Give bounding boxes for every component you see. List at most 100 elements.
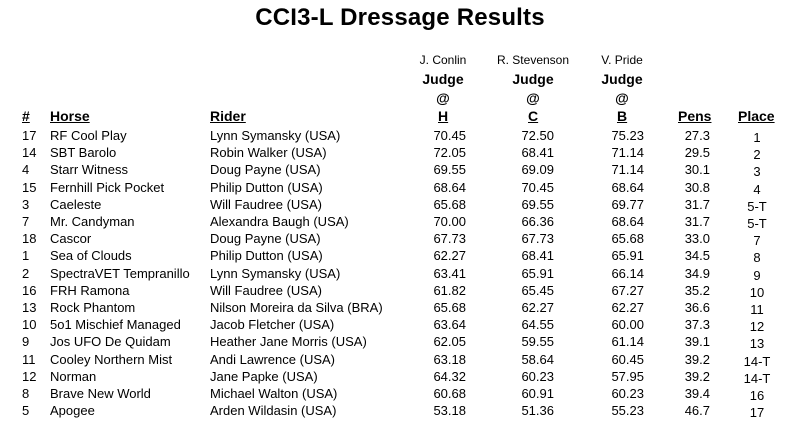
row-horse: Starr Witness xyxy=(50,162,129,178)
row-horse: Cascor xyxy=(50,231,92,247)
row-score-c: 51.36 xyxy=(521,403,554,419)
column-header-place: Place xyxy=(738,108,775,124)
row-score-c: 62.27 xyxy=(521,300,554,315)
row-horse: 5o1 Mischief Managed xyxy=(50,317,181,333)
table-row: 1 Sea of Clouds Philip Dutton (USA) 62.27 68… xyxy=(0,248,800,265)
row-score-b: 60.00 xyxy=(611,317,644,333)
row-place: 14-T xyxy=(743,370,771,386)
row-number: 12 xyxy=(22,368,37,384)
row-score-b: 69.77 xyxy=(611,196,644,212)
row-pens: 31.7 xyxy=(684,196,710,212)
column-header-horse: Horse xyxy=(50,108,90,124)
row-score-b: 65.91 xyxy=(611,248,644,264)
column-header-judge-b: B xyxy=(617,108,628,124)
row-rider: Andi Lawrence (USA) xyxy=(210,351,335,367)
row-horse: RF Cool Play xyxy=(50,128,127,143)
column-header-rider: Rider xyxy=(210,108,246,124)
row-horse: SpectraVET Tempranillo xyxy=(50,265,190,281)
row-score-h: 70.45 xyxy=(433,128,466,143)
row-rider: Alexandra Baugh (USA) xyxy=(210,214,349,229)
judge-label: Judge xyxy=(601,71,643,87)
row-horse: Apogee xyxy=(50,403,95,419)
row-place: 10 xyxy=(749,284,765,300)
table-row: 5 Apogee Arden Wildasin (USA) 53.18 51.36 55.… xyxy=(0,403,800,420)
row-score-b: 61.14 xyxy=(611,334,644,350)
row-place: 4 xyxy=(753,181,761,197)
row-pens: 39.1 xyxy=(684,334,710,350)
row-pens: 34.9 xyxy=(684,265,710,281)
row-rider: Jacob Fletcher (USA) xyxy=(210,317,335,333)
row-pens: 33.0 xyxy=(684,231,710,247)
row-score-h: 61.82 xyxy=(433,282,466,298)
table-row: 14 SBT Barolo Robin Walker (USA) 72.05 68.41… xyxy=(0,145,800,162)
row-pens: 37.3 xyxy=(684,317,710,333)
row-pens: 30.1 xyxy=(684,162,710,178)
table-row: 2 SpectraVET Tempranillo Lynn Symansky (US… xyxy=(0,266,800,283)
row-score-c: 65.45 xyxy=(521,282,554,298)
row-score-c: 69.55 xyxy=(521,196,554,212)
row-horse: Sea of Clouds xyxy=(50,248,132,264)
row-place: 3 xyxy=(753,164,761,180)
judge-at: @ xyxy=(526,90,540,106)
row-score-h: 62.05 xyxy=(433,334,466,350)
row-number: 10 xyxy=(22,317,37,333)
table-row: 11 Cooley Northern Mist Andi Lawrence (USA… xyxy=(0,352,800,369)
row-pens: 39.2 xyxy=(684,368,710,384)
row-horse: Rock Phantom xyxy=(50,300,136,315)
row-score-c: 66.36 xyxy=(521,214,554,229)
row-place: 8 xyxy=(753,250,761,266)
row-score-h: 63.18 xyxy=(433,351,466,367)
row-score-h: 70.00 xyxy=(433,214,466,229)
row-pens: 39.2 xyxy=(684,351,710,367)
row-place: 5-T xyxy=(747,198,767,214)
row-horse: SBT Barolo xyxy=(50,145,117,161)
row-score-h: 67.73 xyxy=(433,231,466,247)
row-number: 14 xyxy=(22,145,37,161)
row-rider: Jane Papke (USA) xyxy=(210,368,318,384)
table-row: 8 Brave New World Michael Walton (USA) 60.6… xyxy=(0,386,800,403)
row-score-c: 68.41 xyxy=(521,145,554,161)
table-row: 12 Norman Jane Papke (USA) 64.32 60.23 57.95 3… xyxy=(0,369,800,386)
row-place: 9 xyxy=(753,267,761,283)
row-rider: Philip Dutton (USA) xyxy=(210,248,323,264)
row-score-h: 53.18 xyxy=(433,403,466,419)
column-header-judge-h: H xyxy=(438,108,449,124)
row-horse: Cooley Northern Mist xyxy=(50,351,173,367)
row-score-h: 63.64 xyxy=(433,317,466,333)
page-title: CCI3-L Dressage Results xyxy=(255,4,545,31)
row-place: 14-T xyxy=(743,353,771,369)
table-row: 9 Jos UFO De Quidam Heather Jane Morris (U… xyxy=(0,334,800,351)
row-score-c: 58.64 xyxy=(521,351,554,367)
row-number: 2 xyxy=(22,265,30,281)
row-score-c: 60.91 xyxy=(521,386,554,401)
row-score-b: 71.14 xyxy=(611,162,644,178)
row-horse: Mr. Candyman xyxy=(50,214,135,229)
column-header-pens: Pens xyxy=(678,108,712,124)
row-pens: 34.5 xyxy=(684,248,710,264)
table-row: 4 Starr Witness Doug Payne (USA) 69.55 69.09… xyxy=(0,162,800,179)
row-score-b: 62.27 xyxy=(611,300,644,315)
row-score-c: 68.41 xyxy=(521,248,554,264)
judge-name: V. Pride xyxy=(601,53,643,67)
row-score-c: 60.23 xyxy=(521,368,554,384)
judge-at: @ xyxy=(615,90,629,106)
row-rider: Heather Jane Morris (USA) xyxy=(210,334,367,350)
row-number: 16 xyxy=(22,282,37,298)
row-score-c: 59.55 xyxy=(521,334,554,350)
row-place: 1 xyxy=(753,130,761,145)
row-score-b: 60.45 xyxy=(611,351,644,367)
table-row: 18 Cascor Doug Payne (USA) 67.73 67.73 65.68 3… xyxy=(0,231,800,248)
row-number: 4 xyxy=(22,162,30,178)
row-pens: 30.8 xyxy=(684,179,710,195)
row-number: 1 xyxy=(22,248,30,264)
row-score-h: 68.64 xyxy=(433,179,466,195)
row-score-b: 68.64 xyxy=(611,179,644,195)
row-place: 17 xyxy=(749,405,765,421)
row-place: 11 xyxy=(750,302,764,317)
row-number: 11 xyxy=(22,351,36,367)
row-place: 12 xyxy=(749,319,765,335)
row-place: 5-T xyxy=(747,216,767,231)
row-number: 18 xyxy=(22,231,37,247)
column-header-number: # xyxy=(22,108,30,124)
row-score-h: 63.41 xyxy=(433,265,466,281)
